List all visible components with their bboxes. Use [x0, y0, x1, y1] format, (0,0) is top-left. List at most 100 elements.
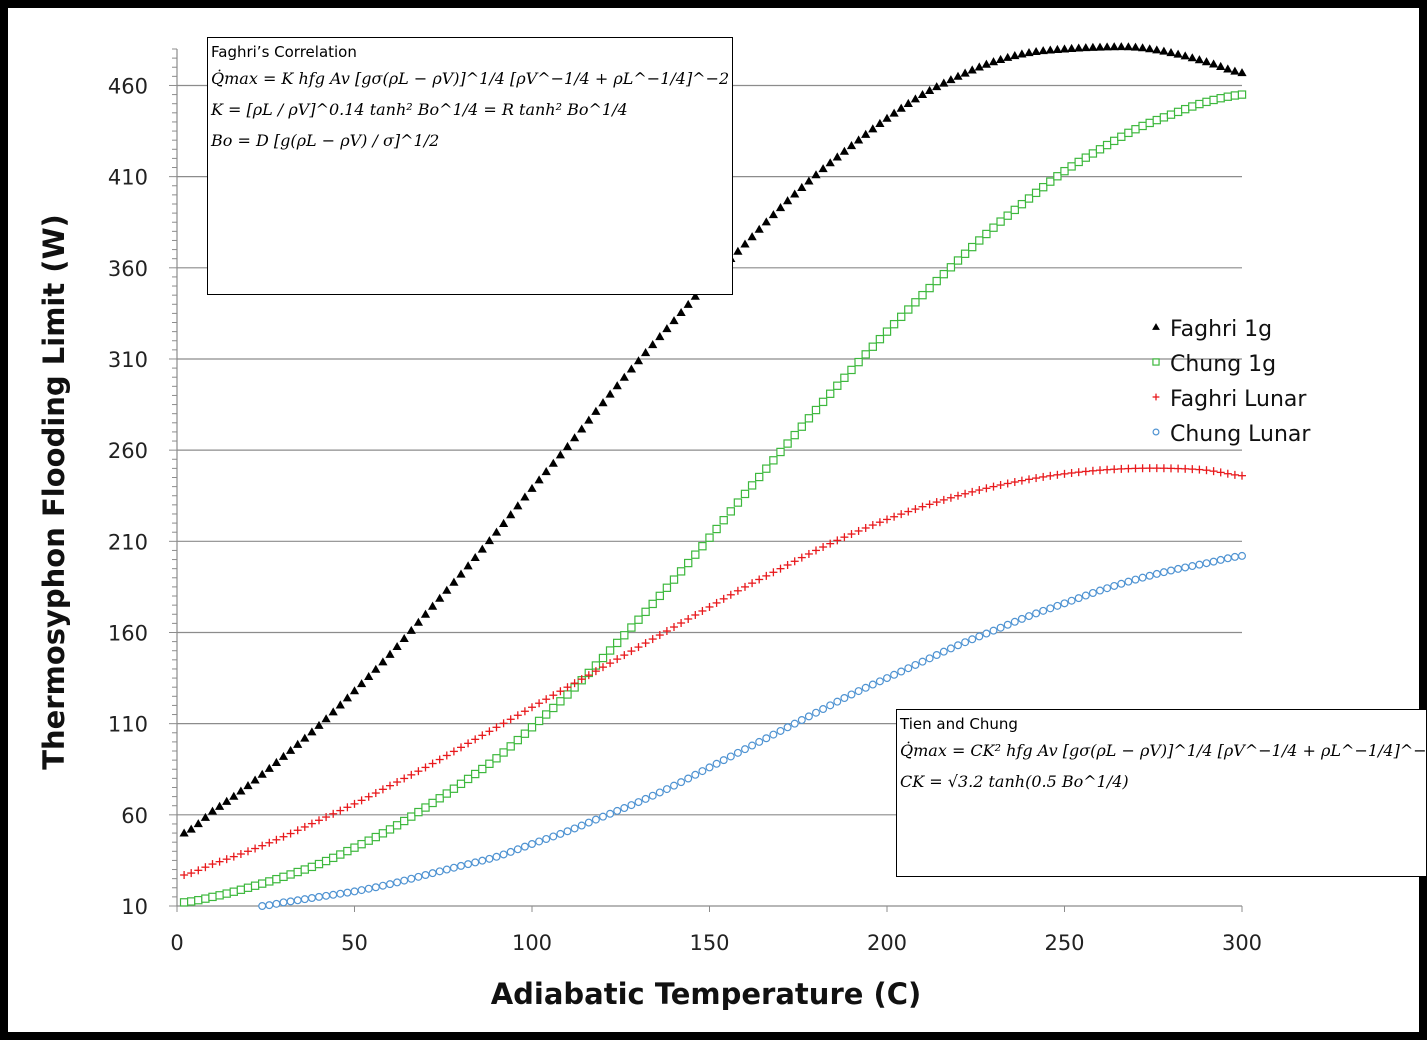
data-point-chung-1g: [208, 892, 217, 902]
data-point-faghri-lunar: [471, 735, 480, 744]
data-point-chung-1g: [705, 533, 714, 542]
data-point-faghri-lunar: [1017, 476, 1026, 485]
data-point-chung-lunar: [946, 644, 955, 653]
data-point-faghri-lunar: [222, 855, 231, 864]
data-point-chung-lunar: [527, 840, 536, 849]
x-axis-title: Adiabatic Temperature (C): [491, 977, 922, 1011]
data-point-chung-1g: [499, 748, 508, 757]
data-point-faghri-lunar: [790, 557, 799, 566]
data-point-chung-lunar: [393, 878, 402, 887]
data-point-chung-1g: [875, 334, 885, 344]
data-point-faghri-lunar: [875, 518, 884, 527]
data-point-faghri-1g: [271, 757, 281, 766]
data-point-chung-1g: [307, 862, 317, 872]
faghri-equation-k: K = [ρL / ρV]^0.14 tanh² Bo^1/4 = R tanh…: [211, 100, 628, 119]
data-point-faghri-1g: [470, 552, 480, 562]
data-point-chung-1g: [804, 414, 814, 423]
data-point-faghri-lunar: [975, 486, 984, 495]
data-point-chung-lunar: [1088, 588, 1097, 597]
data-point-chung-lunar: [1010, 617, 1019, 626]
data-point-chung-1g: [250, 881, 260, 890]
data-point-faghri-1g: [399, 633, 409, 643]
data-point-faghri-lunar: [485, 727, 494, 736]
data-point-chung-1g: [847, 365, 856, 375]
data-point-chung-lunar: [783, 723, 792, 732]
data-point-chung-lunar: [790, 719, 799, 728]
data-point-faghri-lunar: [1209, 467, 1218, 476]
data-point-faghri-1g: [1173, 49, 1183, 58]
data-point-chung-1g: [918, 290, 927, 300]
data-point-chung-1g: [754, 472, 764, 482]
data-point-faghri-1g: [229, 791, 239, 800]
data-point-chung-1g: [293, 867, 302, 877]
data-point-chung-lunar: [449, 863, 458, 872]
data-point-faghri-lunar: [1046, 471, 1055, 480]
data-point-faghri-lunar: [513, 711, 522, 720]
data-point-faghri-lunar: [1181, 464, 1190, 473]
data-point-faghri-lunar: [535, 699, 544, 708]
data-point-chung-1g: [620, 631, 629, 640]
data-point-faghri-1g: [1194, 55, 1204, 64]
data-point-faghri-1g: [1081, 43, 1091, 52]
data-point-chung-1g: [669, 575, 679, 584]
data-point-chung-lunar: [513, 845, 522, 854]
data-point-faghri-1g: [428, 601, 438, 610]
data-point-faghri-1g: [1123, 42, 1133, 51]
data-point-chung-lunar: [748, 741, 757, 750]
data-point-faghri-lunar: [1174, 464, 1183, 473]
data-point-chung-1g: [1202, 97, 1211, 107]
data-point-chung-1g: [378, 829, 388, 838]
data-point-faghri-1g: [1130, 42, 1141, 51]
data-point-chung-lunar: [598, 812, 607, 821]
data-point-faghri-lunar: [762, 571, 771, 580]
data-point-chung-lunar: [833, 697, 842, 706]
data-point-faghri-1g: [527, 483, 537, 492]
data-point-faghri-lunar: [840, 533, 849, 542]
data-point-chung-lunar: [378, 881, 387, 890]
y-tick-label-260: 260: [108, 439, 148, 463]
data-point-chung-lunar: [705, 763, 714, 772]
data-point-faghri-lunar: [215, 857, 224, 866]
data-point-faghri-lunar: [449, 747, 458, 756]
data-point-faghri-1g: [371, 664, 381, 673]
data-point-chung-1g: [442, 789, 452, 798]
x-tick-label-0: 0: [170, 931, 183, 955]
data-point-faghri-1g: [222, 796, 232, 805]
data-point-faghri-lunar: [961, 489, 970, 498]
data-point-chung-lunar: [1095, 586, 1104, 595]
data-point-chung-lunar: [1017, 614, 1026, 623]
data-point-faghri-1g: [506, 510, 516, 519]
data-point-chung-1g: [258, 879, 267, 888]
data-point-faghri-1g: [413, 617, 423, 626]
data-point-faghri-lunar: [329, 809, 338, 818]
data-point-faghri-lunar: [201, 863, 210, 872]
data-point-chung-1g: [541, 710, 551, 719]
data-point-faghri-1g: [974, 62, 984, 71]
x-tick-label-200: 200: [867, 931, 907, 955]
data-point-chung-1g: [513, 735, 523, 745]
data-point-chung-lunar: [996, 623, 1005, 632]
data-point-faghri-1g: [1038, 46, 1048, 55]
data-point-chung-lunar: [726, 752, 735, 761]
data-point-chung-lunar: [1181, 563, 1190, 572]
data-point-chung-1g: [698, 542, 707, 551]
data-point-faghri-1g: [278, 751, 289, 760]
data-point-faghri-lunar: [1152, 464, 1161, 473]
data-point-chung-1g: [343, 846, 352, 856]
data-point-chung-1g: [428, 798, 437, 808]
data-point-faghri-1g: [740, 239, 750, 248]
data-point-faghri-lunar: [812, 546, 820, 555]
data-point-faghri-lunar: [932, 498, 941, 507]
data-point-chung-lunar: [336, 889, 345, 898]
data-point-faghri-lunar: [634, 643, 643, 652]
data-point-faghri-1g: [449, 577, 459, 586]
data-point-faghri-1g: [1088, 42, 1098, 51]
data-point-chung-lunar: [868, 680, 877, 689]
data-point-faghri-lunar: [258, 841, 267, 850]
data-point-chung-1g: [314, 859, 324, 869]
data-point-chung-lunar: [1103, 584, 1112, 593]
data-point-faghri-lunar: [542, 695, 551, 704]
data-point-faghri-lunar: [662, 627, 671, 636]
data-point-chung-1g: [1152, 115, 1161, 125]
data-point-chung-lunar: [542, 834, 551, 843]
